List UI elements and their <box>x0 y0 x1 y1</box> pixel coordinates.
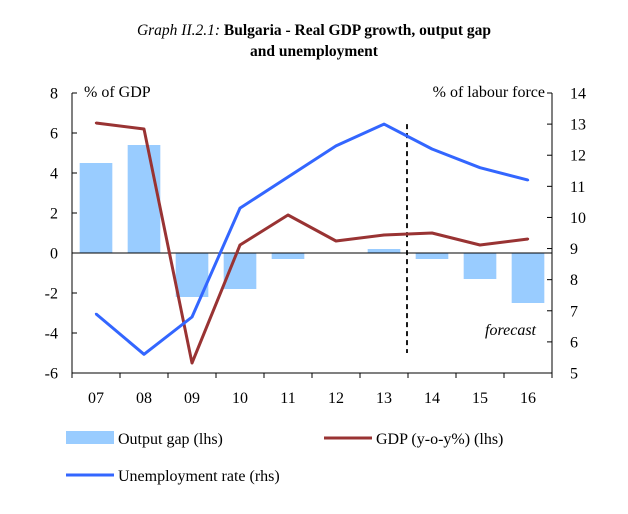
unemployment-rate-point-16 <box>526 178 530 182</box>
y-right-tick-label: 12 <box>570 148 586 165</box>
unemployment-rate-point-07 <box>94 312 98 316</box>
gdp-growth-point-14 <box>430 231 434 235</box>
legend-label: Unemployment rate (rhs) <box>118 468 280 485</box>
x-tick-label-14: 14 <box>424 390 440 407</box>
unemployment-rate-line <box>95 122 529 356</box>
output-gap-bar-07 <box>79 163 113 253</box>
x-tick-label-15: 15 <box>472 390 488 407</box>
output-gap-bar-14 <box>415 253 449 259</box>
series-lines <box>94 121 530 365</box>
legend-swatch-output-gap <box>66 431 114 444</box>
axis-labels: % of GDP % of labour force forecast <box>84 84 545 339</box>
y-left-tick-label: 4 <box>50 166 58 183</box>
x-tick-label-11: 11 <box>280 390 295 407</box>
output-gap-bar-16 <box>511 253 545 303</box>
chart-title-line2: and unemployment <box>250 43 378 60</box>
gdp-growth-point-15 <box>478 243 482 247</box>
chart-title-prefix: Graph II.2.1: <box>136 22 221 39</box>
y-left-tick-label: 6 <box>50 126 58 143</box>
x-tick-label-13: 13 <box>376 390 392 407</box>
legend: Output gap (lhs) GDP (y-o-y%) (lhs) Unempl… <box>66 431 503 485</box>
gdp-growth-point-09 <box>190 361 194 365</box>
y-left-tick-label: -2 <box>45 286 58 303</box>
legend-label: GDP (y-o-y%) (lhs) <box>376 431 503 448</box>
y-left-tick-label: -6 <box>45 366 58 383</box>
output-gap-bar-13 <box>367 249 401 253</box>
y-right-axis-label: % of labour force <box>433 84 545 101</box>
x-tick-label-10: 10 <box>232 390 248 407</box>
x-tick-label-12: 12 <box>328 390 344 407</box>
unemployment-rate-point-13 <box>382 122 386 126</box>
gdp-growth-point-12 <box>334 239 338 243</box>
gdp-growth-point-16 <box>526 237 530 241</box>
forecast-label: forecast <box>485 322 537 339</box>
unemployment-rate-point-11 <box>286 175 290 179</box>
y-right-tick-label: 8 <box>570 272 578 289</box>
gdp-growth-point-13 <box>382 233 386 237</box>
output-gap-bar-08 <box>127 145 161 253</box>
output-gap-bars <box>79 145 545 303</box>
y-right-tick-label: 13 <box>570 117 586 134</box>
gdp-growth-point-08 <box>142 127 146 131</box>
y-left-tick-label: 8 <box>50 86 58 103</box>
axes: -6 -4 -2 0 2 4 6 8 5 6 7 8 9 10 11 12 13 14 07 08 09 10 11 12 13… <box>45 86 586 408</box>
x-tick-label-16: 16 <box>520 390 536 407</box>
gdp-growth-point-11 <box>286 213 290 217</box>
gdp-growth-line <box>95 121 529 365</box>
y-left-tick-label: 0 <box>50 246 58 263</box>
gdp-growth-point-07 <box>94 121 98 125</box>
legend-label: Output gap (lhs) <box>118 431 223 448</box>
unemployment-rate-point-12 <box>334 144 338 148</box>
y-right-tick-label: 9 <box>570 241 578 258</box>
gdp-growth-point-10 <box>238 243 242 247</box>
unemployment-rate-point-08 <box>142 353 146 356</box>
y-right-tick-label: 5 <box>570 366 578 383</box>
x-tick-label-07: 07 <box>88 390 104 407</box>
output-gap-bar-11 <box>271 253 305 259</box>
unemployment-rate-point-10 <box>238 206 242 210</box>
unemployment-rate-point-09 <box>190 315 194 319</box>
y-right-tick-label: 6 <box>570 334 578 351</box>
y-right-tick-label: 10 <box>570 210 586 227</box>
y-right-tick-label: 7 <box>570 303 578 320</box>
chart-title-line1: Bulgaria - Real GDP growth, output gap <box>223 22 492 39</box>
y-right-tick-label: 14 <box>570 86 586 103</box>
y-left-tick-label: 2 <box>50 206 58 223</box>
y-right-tick-label: 11 <box>570 179 585 196</box>
output-gap-bar-15 <box>463 253 497 279</box>
x-tick-label-09: 09 <box>184 390 200 407</box>
y-left-axis-label: % of GDP <box>84 84 151 101</box>
unemployment-rate-point-15 <box>478 166 482 169</box>
unemployment-rate-point-14 <box>430 147 434 151</box>
chart-title: Graph II.2.1: Bulgaria - Real GDP growth… <box>0 20 628 62</box>
y-left-tick-label: -4 <box>45 326 58 343</box>
x-tick-label-08: 08 <box>136 390 152 407</box>
